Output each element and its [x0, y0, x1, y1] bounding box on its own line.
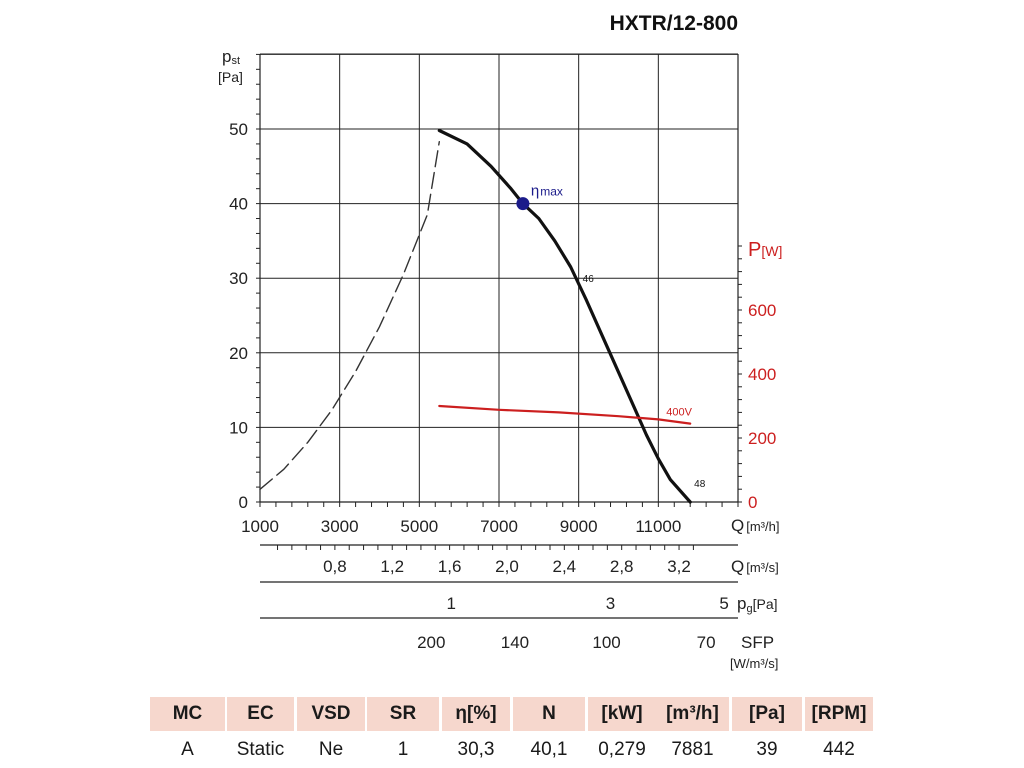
- grid: [259, 53, 739, 503]
- fan-performance-chart: HXTR/12-800 0 10 20 30 40 50 0 200 400 600 1000 3000…: [218, 12, 782, 671]
- axes: [256, 53, 742, 619]
- table-header-cell: VSD: [297, 697, 365, 731]
- scale-m3s-label: 1,2: [380, 557, 404, 576]
- scale-m3s-unit-label: Q [m³/s]: [731, 557, 779, 576]
- table-header-cell: [kW]: [588, 697, 656, 731]
- scale-pg-unit-label: pg[Pa]: [737, 594, 778, 615]
- chart-title: HXTR/12-800: [610, 12, 738, 35]
- x-axis-label: Q [m³/h]: [731, 516, 779, 535]
- y-tick-label: 40: [229, 195, 248, 214]
- x-tick-label: 1000: [241, 517, 279, 536]
- y-tick-label: 50: [229, 120, 248, 139]
- table-header-cell: N: [513, 697, 585, 731]
- x-tick-label: 11000: [635, 517, 681, 536]
- y2-tick-label: 200: [748, 429, 776, 448]
- scale-m3s-label: 2,4: [553, 557, 577, 576]
- x-tick-label: 5000: [400, 517, 438, 536]
- table-value-cell: A: [181, 739, 194, 760]
- scale-m3s-label: 0,8: [323, 557, 347, 576]
- series-power: [438, 404, 692, 425]
- labels: HXTR/12-800 0 10 20 30 40 50 0 200 400 600 1000 3000…: [218, 12, 782, 671]
- series: [259, 128, 692, 504]
- table-value-cell: 7881: [671, 739, 714, 760]
- y-tick-label: 10: [229, 418, 248, 437]
- y2-tick-label: 600: [748, 301, 776, 320]
- table-header-cell: SR: [367, 697, 439, 731]
- scale-sfp-label: 200: [417, 633, 445, 652]
- table-header-cell: EC: [227, 697, 294, 731]
- curve-annotation: 48: [694, 479, 706, 490]
- scale-pg-label: 1: [446, 594, 455, 613]
- y-axis-label-sub: st: [231, 55, 240, 67]
- y2-tick-label: 0: [748, 493, 757, 512]
- scale-sfp-label: 140: [501, 633, 529, 652]
- table-value-cell: 40,1: [530, 739, 568, 760]
- eta-max-label-sub: max: [540, 185, 563, 199]
- scale-m3s-unit: [m³/s]: [746, 560, 779, 575]
- y-tick-label: 0: [239, 493, 248, 512]
- scale-m3s-label: 2,8: [610, 557, 634, 576]
- table-value-cell: 39: [756, 739, 778, 760]
- x-axis-unit: [m³/h]: [746, 519, 779, 534]
- curve-annotation: 400V: [666, 406, 692, 418]
- y2-axis-label: P[W]: [748, 239, 782, 261]
- scale-pg-label: 5: [719, 594, 728, 613]
- table-value-cell: 30,3: [457, 739, 495, 760]
- scale-m3s-label: 3,2: [667, 557, 691, 576]
- y2-tick-label: 400: [748, 365, 776, 384]
- table-header-cell: η[%]: [442, 697, 510, 731]
- scale-pg-unit-sub: g: [746, 603, 752, 615]
- series-fan-curve: [437, 128, 692, 504]
- table-header-cell: [m³/h]: [656, 697, 729, 731]
- table-value-cell: 442: [823, 739, 855, 760]
- y-tick-label: 30: [229, 269, 248, 288]
- y-axis-label: pst: [222, 47, 240, 67]
- curve-annotation: 46: [583, 274, 595, 285]
- table-value-cell: Ne: [318, 739, 344, 760]
- table-value-cell: 1: [397, 739, 409, 760]
- scale-pg-label: 3: [606, 594, 615, 613]
- table-header-cell: [RPM]: [805, 697, 873, 731]
- x-tick-label: 9000: [560, 517, 598, 536]
- y2-axis-unit: [W]: [761, 243, 782, 259]
- scale-pg-unit: [Pa]: [753, 596, 778, 612]
- y-axis-unit: [Pa]: [218, 69, 243, 85]
- x-tick-label: 7000: [480, 517, 518, 536]
- scale-sfp-unit-label: SFP: [741, 633, 774, 652]
- scale-m3s-label: 2,0: [495, 557, 519, 576]
- table-header-cell: [Pa]: [732, 697, 802, 731]
- scale-sfp-label: 70: [697, 633, 716, 652]
- eta-max-label: ηmax: [531, 183, 563, 200]
- table-value-cell: 0,279: [598, 739, 646, 760]
- scale-sfp-unit: [W/m³/s]: [730, 656, 778, 671]
- scale-m3s-label: 1,6: [438, 557, 462, 576]
- series-system-curve: [259, 141, 440, 490]
- table-header-cell: MC: [150, 697, 225, 731]
- eta-max-marker: [516, 197, 530, 211]
- y-tick-label: 20: [229, 344, 248, 363]
- table-value-cell: Static: [236, 739, 285, 760]
- scale-sfp-label: 100: [592, 633, 620, 652]
- x-tick-label: 3000: [321, 517, 359, 536]
